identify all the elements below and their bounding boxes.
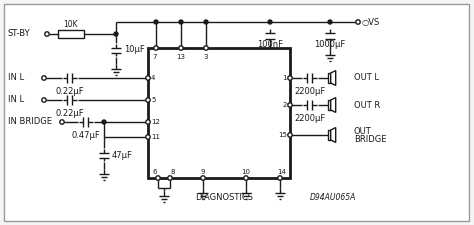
Text: OUT L: OUT L — [354, 74, 379, 83]
Circle shape — [204, 20, 208, 24]
Bar — [328, 130, 331, 140]
Circle shape — [356, 20, 360, 24]
Text: 8: 8 — [171, 169, 175, 175]
Text: 2200μF: 2200μF — [294, 114, 326, 123]
Text: DIAGNOSTICS: DIAGNOSTICS — [195, 193, 254, 202]
Circle shape — [114, 32, 118, 36]
Bar — [328, 73, 331, 83]
Circle shape — [146, 120, 150, 124]
Circle shape — [154, 20, 158, 24]
Circle shape — [42, 98, 46, 102]
Text: 0.47μF: 0.47μF — [72, 131, 100, 140]
Circle shape — [278, 176, 282, 180]
Text: IN L: IN L — [8, 74, 24, 83]
Circle shape — [102, 120, 106, 124]
Text: 4: 4 — [151, 75, 155, 81]
Text: BRIDGE: BRIDGE — [354, 135, 386, 144]
Text: 6: 6 — [153, 169, 157, 175]
Text: IN L: IN L — [8, 95, 24, 104]
Polygon shape — [331, 71, 336, 86]
Text: 100nF: 100nF — [257, 40, 283, 49]
Text: 7: 7 — [153, 54, 157, 60]
Text: OUT: OUT — [354, 126, 372, 135]
Text: ST-BY: ST-BY — [8, 29, 31, 38]
Circle shape — [146, 98, 150, 102]
Text: 1: 1 — [283, 75, 287, 81]
Polygon shape — [331, 128, 336, 142]
Bar — [58, 30, 84, 38]
Bar — [328, 100, 331, 110]
Circle shape — [45, 32, 49, 36]
Text: 9: 9 — [201, 169, 205, 175]
Text: 10K: 10K — [64, 20, 78, 29]
Text: 12: 12 — [151, 119, 160, 125]
Circle shape — [288, 133, 292, 137]
Text: 11: 11 — [151, 134, 160, 140]
Circle shape — [244, 176, 248, 180]
Circle shape — [60, 120, 64, 124]
Text: 0.22μF: 0.22μF — [55, 87, 84, 96]
Text: ○VS: ○VS — [362, 18, 380, 27]
Circle shape — [204, 46, 208, 50]
Circle shape — [146, 135, 150, 139]
Text: 10μF: 10μF — [124, 45, 145, 54]
Text: 10: 10 — [241, 169, 250, 175]
Circle shape — [328, 20, 332, 24]
Circle shape — [156, 176, 160, 180]
Circle shape — [179, 46, 183, 50]
Text: 2: 2 — [283, 102, 287, 108]
Circle shape — [288, 103, 292, 107]
Text: 47μF: 47μF — [112, 151, 133, 160]
Text: 13: 13 — [176, 54, 185, 60]
Circle shape — [146, 76, 150, 80]
Circle shape — [268, 20, 272, 24]
Bar — [148, 48, 290, 178]
Text: OUT R: OUT R — [354, 101, 380, 110]
Text: 15: 15 — [278, 132, 287, 138]
Polygon shape — [331, 98, 336, 112]
Text: IN BRIDGE: IN BRIDGE — [8, 117, 52, 126]
Text: D94AU065A: D94AU065A — [310, 194, 356, 202]
Text: 14: 14 — [278, 169, 286, 175]
Text: 1000μF: 1000μF — [314, 40, 346, 49]
Text: 5: 5 — [151, 97, 155, 103]
Circle shape — [168, 176, 172, 180]
Circle shape — [42, 76, 46, 80]
Text: 2200μF: 2200μF — [294, 87, 326, 96]
Circle shape — [288, 76, 292, 80]
Circle shape — [201, 176, 205, 180]
Circle shape — [154, 46, 158, 50]
Circle shape — [179, 20, 183, 24]
Text: 3: 3 — [204, 54, 208, 60]
Text: 0.22μF: 0.22μF — [55, 109, 84, 118]
